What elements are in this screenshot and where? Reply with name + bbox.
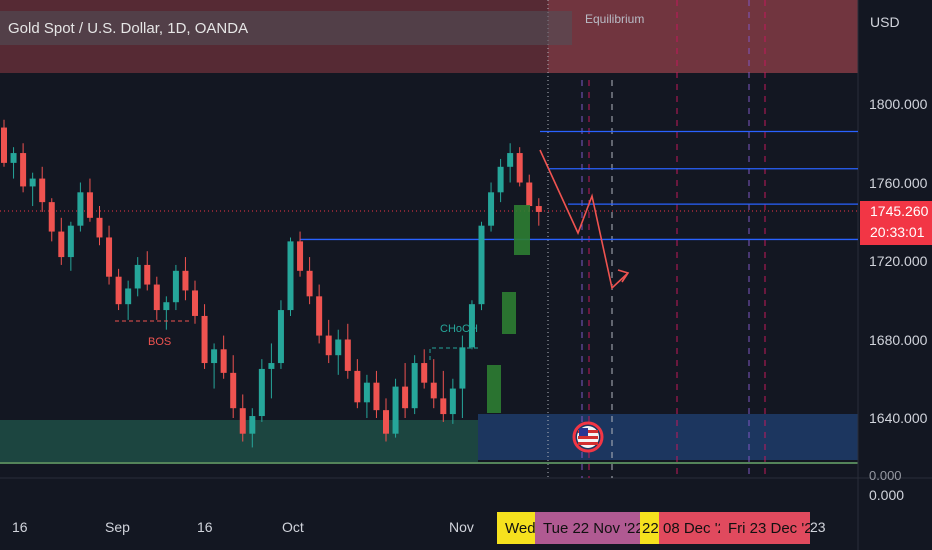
candle (192, 280, 198, 324)
candle (230, 355, 237, 418)
bos-label: BOS (148, 336, 172, 348)
projection-path (539, 149, 629, 290)
candle (115, 268, 122, 311)
candle (153, 276, 160, 320)
symbol-title-bar[interactable]: Gold Spot / U.S. Dollar, 1D, OANDA (0, 11, 572, 45)
candle (201, 304, 208, 369)
candle (144, 251, 151, 291)
candle (258, 359, 265, 422)
candle (182, 257, 189, 301)
event-dashed-lines (581, 0, 766, 478)
price-label-1800: 1800.000 (869, 96, 928, 112)
candle (20, 143, 27, 193)
candle (172, 264, 179, 311)
time-label-nov: Nov (449, 519, 474, 535)
time-label-sep: Sep (105, 519, 130, 535)
projection-arrowhead (617, 269, 630, 283)
level-lines (299, 130, 858, 250)
current-price-badge: 1745.260 20:33:01 (860, 201, 932, 245)
price-label-zero-b: 0.000 (869, 487, 905, 503)
candle (48, 198, 55, 242)
candle (287, 237, 294, 316)
candle (430, 359, 437, 409)
candle (249, 408, 256, 448)
candle (106, 225, 113, 285)
us-flag-icon[interactable] (572, 421, 604, 453)
order-block-2 (502, 292, 516, 334)
price-label-1720: 1720.000 (869, 253, 928, 269)
candle (402, 363, 409, 418)
candle (449, 378, 456, 424)
price-label-zero-a: 0.000 (869, 468, 902, 483)
event-tag-22[interactable]: 22 (640, 512, 659, 544)
order-block-3 (487, 365, 501, 413)
demand-zone-right (478, 414, 858, 460)
candle (211, 343, 218, 389)
candle (239, 394, 246, 442)
candle (220, 335, 227, 379)
candle (163, 296, 170, 330)
event-tag-fri-23-dec[interactable]: Fri 23 Dec '22 (720, 512, 810, 544)
candle (383, 398, 389, 442)
candle (354, 359, 361, 409)
candle (478, 221, 485, 311)
time-label-16b: 16 (197, 519, 213, 535)
currency-label: USD (870, 14, 900, 30)
candle (421, 349, 428, 389)
candle (335, 329, 342, 375)
candle (344, 323, 351, 379)
price-label-1640: 1640.000 (869, 410, 928, 426)
price-label-1680: 1680.000 (869, 332, 928, 348)
candle (516, 147, 523, 187)
choch-label: CHoCH (440, 323, 478, 335)
candle (58, 217, 65, 265)
candle (77, 182, 84, 232)
candle (277, 300, 284, 369)
candle (268, 343, 275, 399)
candle (96, 206, 103, 246)
choch-line (429, 347, 478, 360)
candle (468, 300, 475, 350)
equilibrium-label: Equilibrium (585, 12, 645, 26)
candle (363, 374, 370, 418)
candle (316, 284, 323, 344)
demand-zone-left (0, 420, 478, 462)
candles (1, 119, 542, 448)
symbol-title: Gold Spot / U.S. Dollar, 1D, OANDA (8, 19, 249, 37)
candle (1, 119, 7, 167)
candle-countdown: 20:33:01 (870, 224, 925, 240)
candle (306, 257, 313, 305)
supply-zone-mid (548, 0, 858, 73)
candle (39, 166, 46, 212)
candle (297, 231, 304, 277)
price-label-1760: 1760.000 (869, 175, 928, 191)
candle (535, 198, 542, 226)
candle (497, 158, 504, 203)
event-tag-tue-22-nov[interactable]: Tue 22 Nov '22 (535, 512, 640, 544)
candle (459, 335, 466, 418)
time-label-oct: Oct (282, 519, 304, 535)
event-tag-wed[interactable]: Wed 1 (497, 512, 535, 544)
candle (67, 221, 74, 271)
candle (134, 257, 141, 297)
order-block-1 (514, 205, 530, 255)
candle (10, 147, 17, 179)
candle (440, 370, 447, 422)
candle (373, 370, 380, 418)
current-price-value: 1745.260 (870, 203, 929, 219)
candle (392, 378, 399, 438)
candle (411, 355, 418, 415)
time-label-16a: 16 (12, 519, 28, 535)
candle (86, 178, 93, 222)
event-tag-08-dec[interactable]: 08 Dec '22 (659, 512, 720, 544)
candle (125, 280, 132, 320)
time-label-23: 23 (810, 519, 826, 535)
candle (488, 182, 495, 232)
candle (29, 172, 36, 207)
candle (507, 143, 514, 183)
candle (325, 319, 332, 364)
